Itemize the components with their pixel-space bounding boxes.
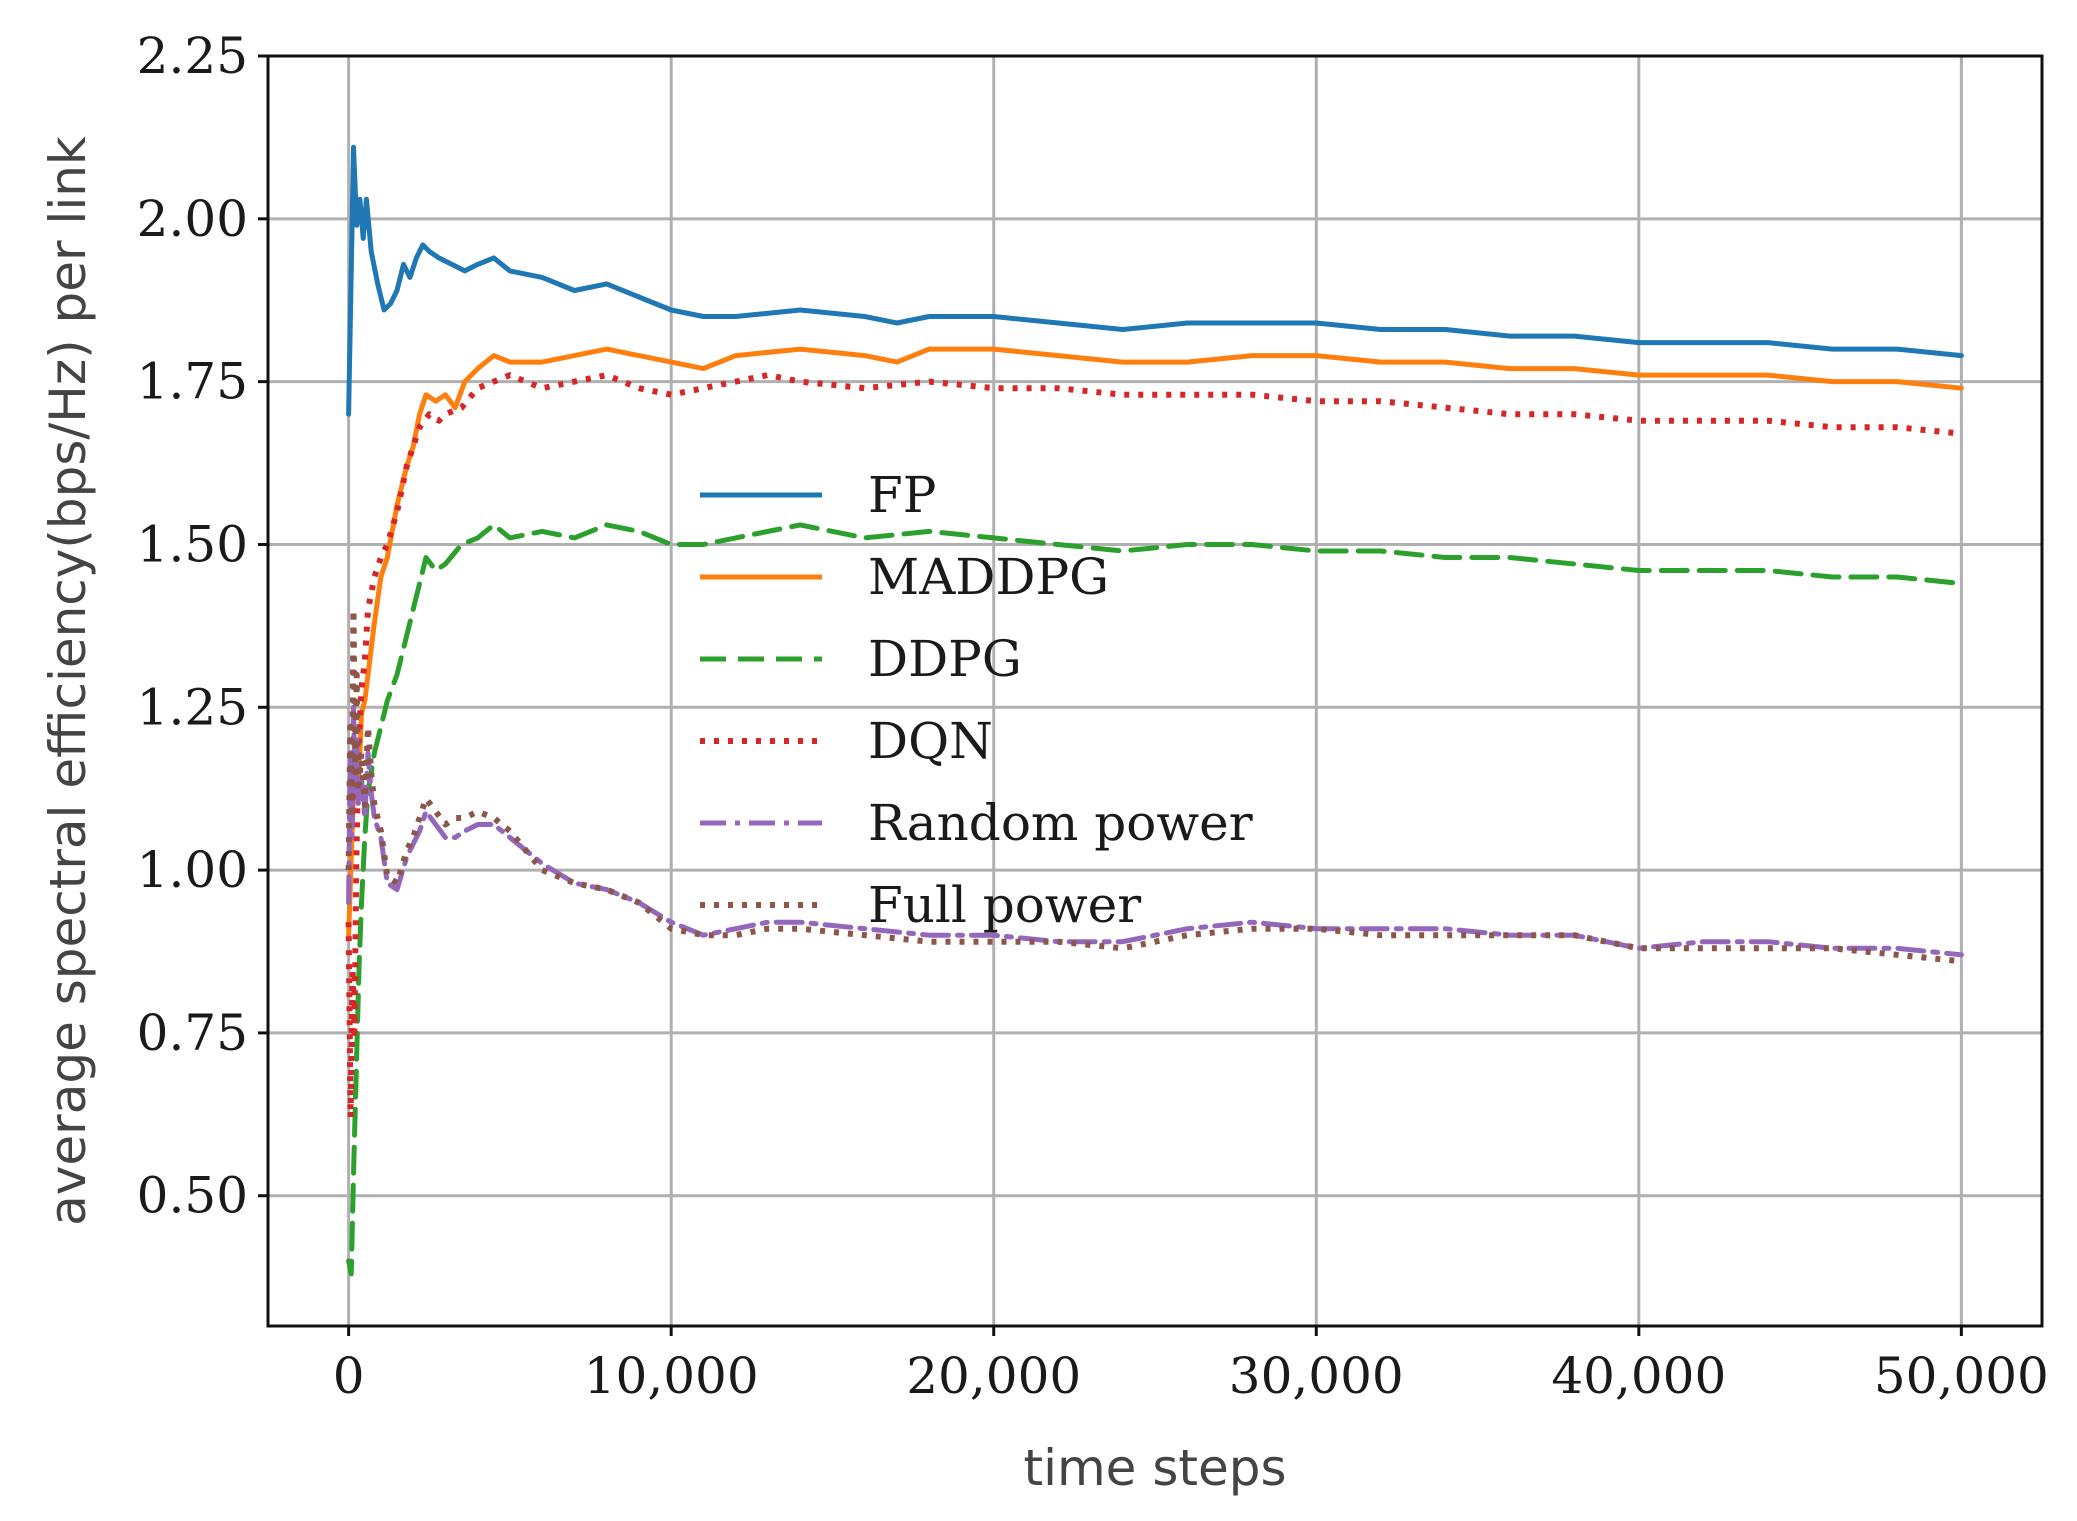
legend-label-full-power: Full power (868, 876, 1141, 934)
x-tick-label: 20,000 (906, 1347, 1081, 1405)
grid (268, 54, 2042, 1326)
x-tick-label: 50,000 (1874, 1347, 2049, 1405)
series-line-fp (346, 144, 1964, 417)
y-axis-label: average spectral efficiency(bps/Hz) per … (39, 136, 97, 1226)
x-tick-label: 0 (333, 1347, 365, 1405)
x-tick-label: 30,000 (1229, 1347, 1404, 1405)
y-tick-label: 1.75 (137, 353, 248, 411)
series-line-full-power (345, 606, 1962, 965)
legend-label-maddpg: MADDPG (868, 548, 1109, 606)
y-tick-label: 1.25 (137, 678, 248, 736)
legend-label-random-power: Random power (868, 794, 1253, 852)
series-line-dqn (345, 372, 1962, 1121)
y-tick-label: 0.75 (137, 1004, 248, 1062)
y-tick-label: 2.00 (137, 190, 248, 248)
x-tick-label: 40,000 (1551, 1347, 1726, 1405)
legend-label-dqn: DQN (868, 712, 993, 770)
plot-frame (266, 54, 2044, 1328)
series-lines (345, 144, 1964, 1277)
y-tick-label: 1.50 (137, 515, 248, 573)
tick-labels: 0 10,000 20,000 30,000 40,000 50,000 0.50 0.75 1… (137, 27, 2049, 1405)
x-tick-label: 10,000 (584, 1347, 759, 1405)
series-line-ddpg (346, 522, 1964, 1277)
legend: FP MADDPG DDPG DQN Random power Full power (700, 466, 1253, 934)
legend-label-ddpg: DDPG (868, 630, 1022, 688)
x-axis-label: time steps (1023, 1439, 1286, 1497)
y-tick-label: 0.50 (137, 1167, 248, 1225)
legend-label-fp: FP (868, 466, 936, 524)
series-line-maddpg (346, 346, 1964, 938)
y-tick-label: 1.00 (137, 841, 248, 899)
y-tick-label: 2.25 (137, 27, 248, 85)
